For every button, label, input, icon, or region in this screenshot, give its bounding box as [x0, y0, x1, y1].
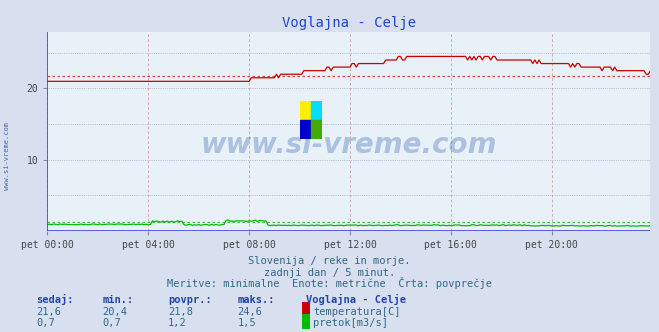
Text: min.:: min.: — [102, 295, 133, 305]
Text: www.si-vreme.com: www.si-vreme.com — [201, 131, 497, 159]
Text: www.si-vreme.com: www.si-vreme.com — [3, 122, 10, 190]
Text: povpr.:: povpr.: — [168, 295, 212, 305]
Text: 24,6: 24,6 — [237, 307, 262, 317]
Text: Voglajna - Celje: Voglajna - Celje — [306, 294, 407, 305]
Text: maks.:: maks.: — [237, 295, 275, 305]
Text: 0,7: 0,7 — [102, 318, 121, 328]
Text: 0,7: 0,7 — [36, 318, 55, 328]
Bar — [300, 121, 311, 139]
Text: 20,4: 20,4 — [102, 307, 127, 317]
Text: zadnji dan / 5 minut.: zadnji dan / 5 minut. — [264, 268, 395, 278]
Bar — [300, 101, 311, 121]
Text: sedaj:: sedaj: — [36, 294, 74, 305]
Bar — [311, 121, 322, 139]
Text: 21,6: 21,6 — [36, 307, 61, 317]
Text: Meritve: minimalne  Enote: metrične  Črta: povprečje: Meritve: minimalne Enote: metrične Črta:… — [167, 277, 492, 289]
Text: 1,2: 1,2 — [168, 318, 186, 328]
Text: Slovenija / reke in morje.: Slovenija / reke in morje. — [248, 256, 411, 266]
Text: temperatura[C]: temperatura[C] — [313, 307, 401, 317]
Title: Voglajna - Celje: Voglajna - Celje — [282, 16, 416, 30]
Text: 21,8: 21,8 — [168, 307, 193, 317]
Bar — [311, 101, 322, 121]
Text: 1,5: 1,5 — [237, 318, 256, 328]
Text: pretok[m3/s]: pretok[m3/s] — [313, 318, 388, 328]
